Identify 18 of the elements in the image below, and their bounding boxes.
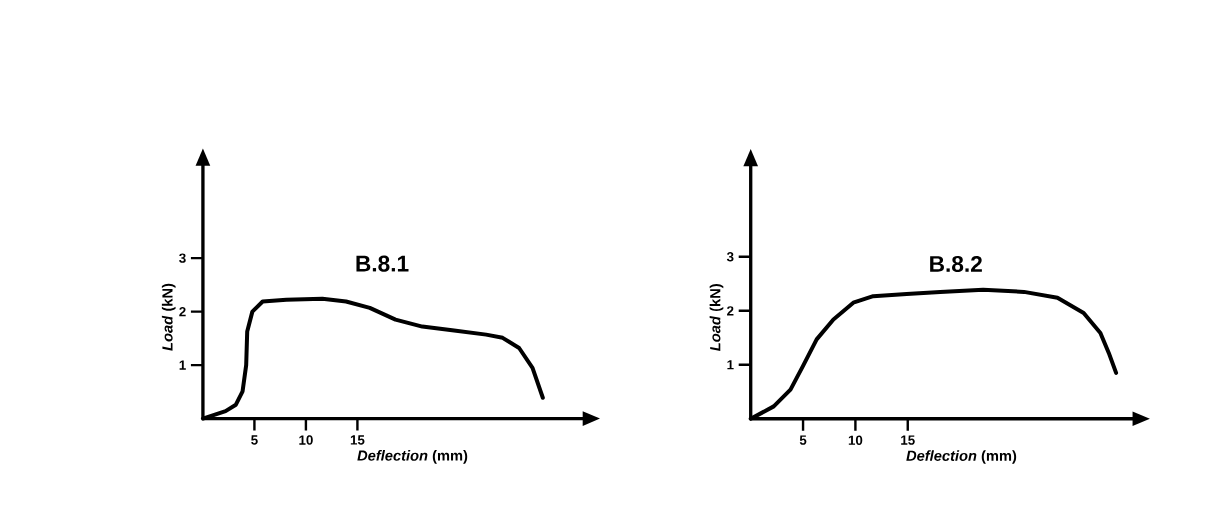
text: B.8.1	[356, 255, 409, 272]
y-tick-label: 3	[179, 253, 186, 263]
x-tick-label: 5	[799, 435, 807, 445]
x-tick-label: 15	[901, 435, 915, 445]
y-tick-label: 2	[727, 306, 734, 316]
x-axis-title: Deflection (mm)	[357, 450, 468, 464]
y-tick-label: 3	[726, 252, 734, 262]
x-axis-title: Deflection (mm)	[906, 450, 1017, 464]
text: B.8.2	[930, 255, 982, 272]
x-tick-label: 15	[350, 435, 365, 445]
y-tick-label: 2	[179, 306, 186, 317]
x-tick-label: 10	[848, 435, 863, 445]
y-axis-title: Load (kN)	[709, 284, 724, 351]
y-tick-label: 1	[179, 360, 186, 370]
y-tick-label: 1	[727, 360, 734, 370]
y-axis-title: Load (kN)	[161, 283, 176, 351]
x-tick-label: 5	[251, 435, 258, 445]
x-tick-label: 10	[299, 435, 313, 445]
